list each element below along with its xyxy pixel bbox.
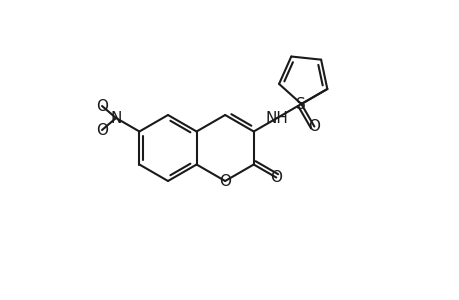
Text: O: O [270, 170, 282, 185]
Text: S: S [296, 97, 306, 112]
Text: O: O [96, 98, 108, 113]
Text: O: O [308, 119, 319, 134]
Text: NH: NH [265, 110, 288, 125]
Text: O: O [218, 173, 231, 188]
Text: O: O [96, 122, 108, 137]
Text: N: N [110, 110, 122, 125]
